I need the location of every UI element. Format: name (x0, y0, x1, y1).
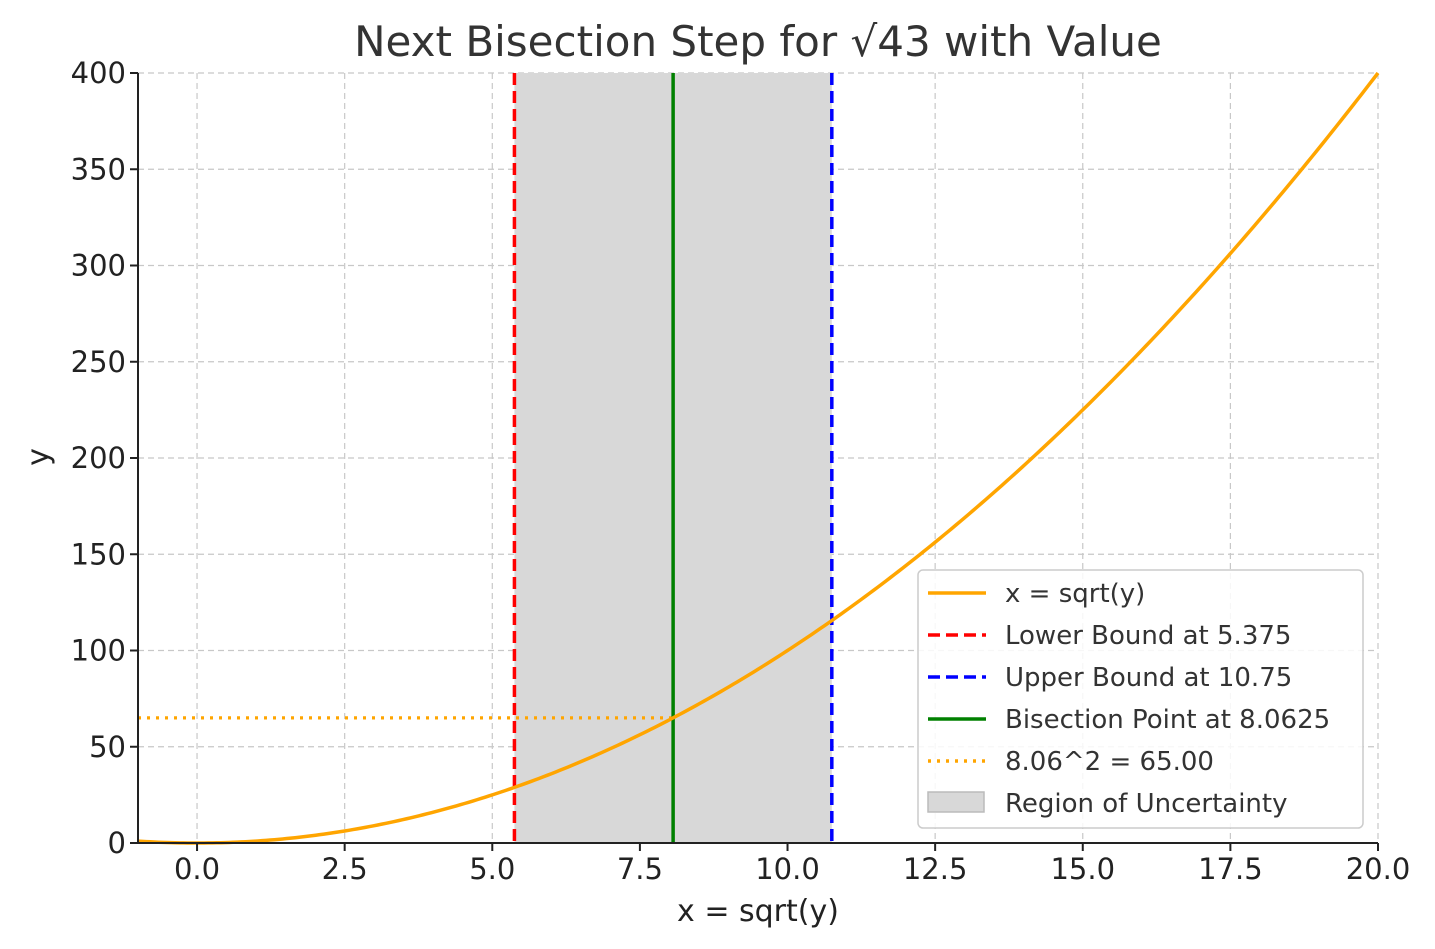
legend: x = sqrt(y) Lower Bound at 5.375 Upper B… (917, 569, 1364, 829)
legend-label-region: Region of Uncertainty (1005, 789, 1288, 819)
legend-label-value-line: 8.06^2 = 65.00 (1005, 747, 1214, 777)
legend-label-bisection-point: Bisection Point at 8.0625 (1005, 705, 1330, 735)
y-tick-label: 150 (71, 537, 126, 571)
x-tick-label: 5.0 (469, 852, 515, 886)
legend-box (917, 569, 1364, 829)
x-tick-label: 2.5 (322, 852, 368, 886)
curve-line (137, 71, 1380, 845)
y-tick-label: 0 (108, 826, 126, 860)
x-tick-label: 15.0 (1050, 852, 1115, 886)
y-tick-label: 250 (71, 345, 126, 379)
y-axis-ticks: 0 50 100 150 200 250 300 350 400 (71, 56, 138, 860)
legend-label-lower-bound: Lower Bound at 5.375 (1005, 621, 1291, 651)
y-tick-label: 300 (71, 249, 126, 283)
x-tick-label: 20.0 (1346, 852, 1411, 886)
x-tick-label: 0.0 (174, 852, 220, 886)
y-tick-label: 400 (71, 56, 126, 90)
chart-title: Next Bisection Step for √43 with Value (354, 17, 1162, 66)
y-tick-label: 350 (71, 152, 126, 186)
x-tick-label: 17.5 (1198, 852, 1263, 886)
legend-label-upper-bound: Upper Bound at 10.75 (1005, 663, 1292, 693)
y-tick-label: 100 (71, 634, 126, 668)
y-tick-label: 50 (89, 730, 126, 764)
y-tick-label: 200 (71, 441, 126, 475)
x-tick-label: 10.0 (755, 852, 820, 886)
x-axis-label: x = sqrt(y) (677, 894, 839, 929)
x-axis-ticks: 0.0 2.5 5.0 7.5 10.0 12.5 15.0 17.5 20.0 (174, 843, 1410, 886)
x-tick-label: 12.5 (903, 852, 968, 886)
y-axis-label: y (21, 448, 56, 466)
legend-label-curve: x = sqrt(y) (1005, 579, 1145, 609)
x-tick-label: 7.5 (617, 852, 663, 886)
legend-swatch-region (927, 791, 985, 813)
